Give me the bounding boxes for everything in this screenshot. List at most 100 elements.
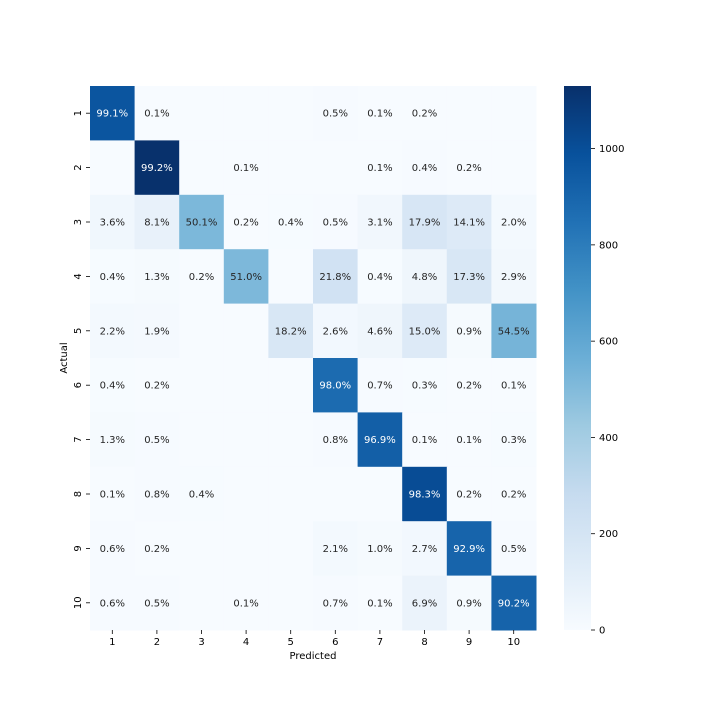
heatmap-cell [313,140,359,196]
colorbar-ticks: 0 200 400 600 800 1000 [591,144,624,637]
cell-label: 4.8% [412,272,437,283]
cell-label: 1.9% [144,326,169,337]
heatmap-cell [179,303,225,359]
cell-label: 0.4% [412,163,437,174]
heatmap-cell [402,86,448,141]
heatmap-cell [223,521,269,577]
cell-label: 0.5% [144,598,169,609]
heatmap-cell [357,194,403,250]
cell-label: 0.2% [456,490,481,501]
cell-label: 54.5% [498,326,530,337]
heatmap-cell [402,575,448,631]
cell-label: 1.3% [100,435,125,446]
colorbar-tick-label: 0 [599,626,605,637]
heatmap-cell [134,521,180,577]
cell-label: 17.3% [453,272,485,283]
heatmap-cell [268,521,314,577]
colorbar-tick-label: 1000 [599,144,624,155]
cell-label: 0.4% [367,272,392,283]
heatmap-cell [357,412,403,468]
cell-label: 98.0% [319,381,351,392]
x-tick-label: 5 [288,637,294,648]
heatmap-cell [402,194,448,250]
heatmap-cell [313,358,359,413]
heatmap-cell [268,194,314,250]
heatmap-cell [491,358,537,413]
heatmap-cell [491,412,537,468]
heatmap-cell [179,86,225,141]
cell-label: 0.7% [367,381,392,392]
colorbar-tick-label: 600 [599,337,618,348]
heatmap-cell [90,140,136,196]
x-tick-label: 8 [421,637,427,648]
cell-label: 2.9% [501,272,526,283]
heatmap-cell [134,86,180,141]
colorbar-tick-label: 800 [599,240,618,251]
heatmap-cell [179,412,225,468]
cell-label: 0.4% [100,381,125,392]
heatmap-cell [446,521,492,577]
heatmap-cell [134,303,180,359]
cell-label: 0.2% [144,381,169,392]
heatmap-cell [313,194,359,250]
heatmap-cell [134,140,180,196]
heatmap-cell [491,86,537,141]
cell-label: 14.1% [453,218,485,229]
y-tick-label: 4 [73,273,84,279]
heatmap-cell [134,194,180,250]
cell-label: 8.1% [144,218,169,229]
cell-label: 17.9% [409,218,441,229]
cell-label: 0.8% [144,490,169,501]
heatmap-cell [268,303,314,359]
colorbar-gradient [564,86,591,630]
heatmap-cell [313,86,359,141]
cell-label: 0.2% [456,163,481,174]
heatmap-cell [357,358,403,413]
heatmap-cell [268,249,314,305]
heatmap-cell [134,358,180,413]
cell-label: 99.2% [141,163,173,174]
x-tick-label: 4 [243,637,249,648]
heatmap-cell [357,466,403,522]
heatmap-cell [223,194,269,250]
heatmap-cell [223,412,269,468]
cell-label: 0.3% [412,381,437,392]
heatmap-cell [313,303,359,359]
heatmap-cell [402,249,448,305]
heatmap-cell [446,303,492,359]
heatmap-cell [223,466,269,522]
heatmap-cell [313,412,359,468]
heatmap-cell [179,521,225,577]
cell-label: 6.9% [412,598,437,609]
heatmap-cell [446,194,492,250]
x-tick-label: 2 [154,637,160,648]
y-tick-label: 10 [73,596,84,609]
cell-label: 0.1% [100,490,125,501]
cell-label: 0.4% [100,272,125,283]
heatmap-cell [491,521,537,577]
heatmap-cell [179,249,225,305]
heatmap-cell [223,140,269,196]
heatmap-cell [357,140,403,196]
cell-label: 0.2% [233,218,258,229]
cell-label: 51.0% [230,272,262,283]
cell-label: 0.5% [501,544,526,555]
heatmap-cell [268,466,314,522]
cell-label: 2.0% [501,218,526,229]
cell-label: 21.8% [319,272,351,283]
cell-label: 0.8% [323,435,348,446]
cell-label: 2.7% [412,544,437,555]
heatmap-cell [90,194,136,250]
cell-label: 0.9% [456,598,481,609]
heatmap-cell [268,575,314,631]
heatmap-cell [402,140,448,196]
heatmap-cell [134,249,180,305]
heatmap-cell [179,466,225,522]
y-tick-label: 9 [73,545,84,551]
cell-label: 0.1% [367,598,392,609]
cell-label: 92.9% [453,544,485,555]
y-tick-label: 2 [73,164,84,170]
cell-label: 0.5% [323,109,348,120]
x-tick-label: 3 [198,637,204,648]
heatmap-cell [491,303,537,359]
